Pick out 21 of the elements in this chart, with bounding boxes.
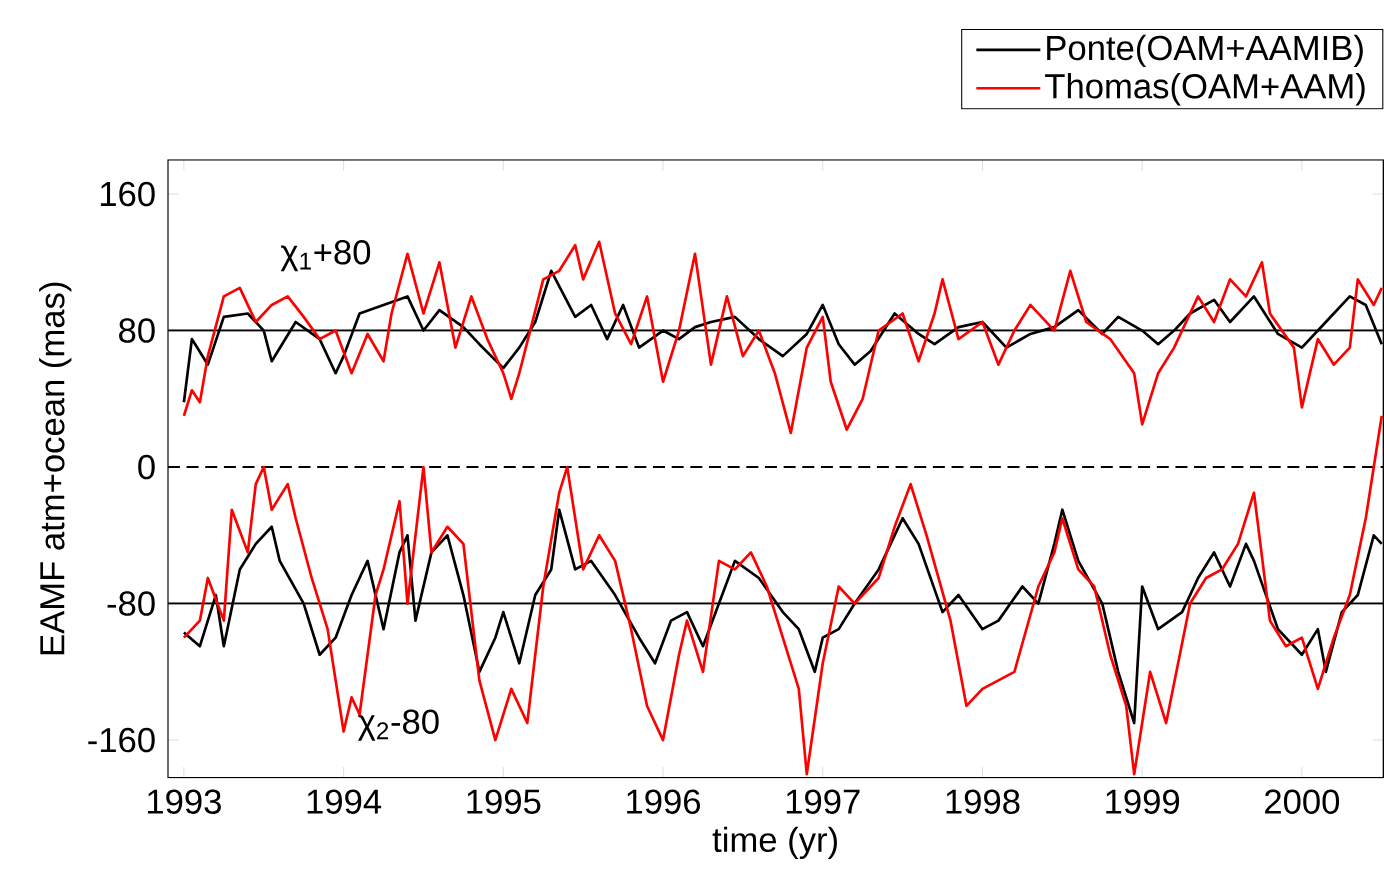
line-series xyxy=(182,240,1384,435)
x-tick-label: 2000 xyxy=(1265,789,1340,815)
line-series xyxy=(182,414,1384,776)
x-tick-label: 1994 xyxy=(307,789,382,815)
x-tick-label: 1996 xyxy=(627,789,701,815)
y-tick-label: -80 xyxy=(107,591,155,617)
y-tick-label: 0 xyxy=(138,455,155,480)
legend-label: Thomas(OAM+AAM) xyxy=(1045,73,1365,106)
y-tick-label: -160 xyxy=(88,728,155,753)
legend-label: Ponte(OAM+AAMIB) xyxy=(1047,35,1363,68)
y-tick-label: 80 xyxy=(119,318,155,344)
x-tick-label: 1999 xyxy=(1106,789,1180,815)
x-tick-label: 1993 xyxy=(147,789,221,815)
annotation: χ$_{2}$-80 xyxy=(358,709,439,741)
x-tick-label: 1998 xyxy=(946,789,1020,815)
x-axis-title: time (yr) xyxy=(712,826,837,860)
y-tick-label: 160 xyxy=(100,181,155,207)
x-tick-label: 1997 xyxy=(786,789,860,815)
x-tick-label: 1995 xyxy=(467,789,541,815)
annotation: χ$_{1}$+80 xyxy=(280,240,371,272)
y-axis-title: EAMF atm+ocean (mas) xyxy=(39,282,72,655)
